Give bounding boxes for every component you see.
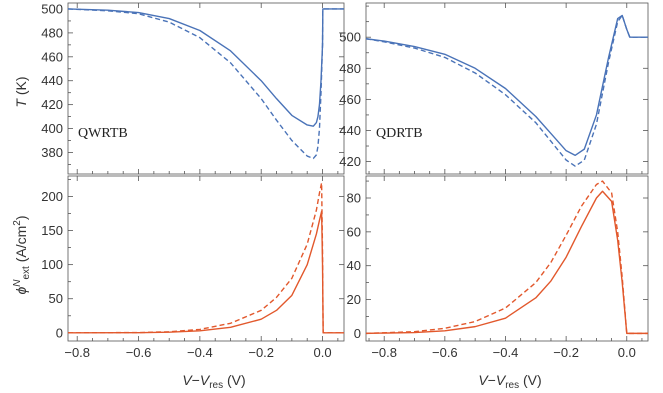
- y-tick-label: 440: [41, 73, 63, 88]
- y-tick-label: 150: [41, 223, 63, 238]
- y-tick-label: 200: [41, 189, 63, 204]
- y-tick-label: 460: [41, 49, 63, 64]
- x-tick-label: −0.8: [64, 345, 90, 360]
- panel-annotation-qdrtb: QDRTB: [376, 126, 423, 141]
- panel-qdrtb-current: −0.8 −0.6 −0.4 −0.2 0.0 0 20 40 60 80: [347, 175, 649, 360]
- y-tick-label: 380: [41, 145, 63, 160]
- y-tick-label: 0: [354, 326, 361, 341]
- y-tick-label: 500: [41, 1, 63, 16]
- y-tick-label: 80: [347, 191, 361, 206]
- y-tick-label: 480: [339, 61, 361, 76]
- x-tick-label: −0.4: [187, 345, 213, 360]
- y-tick-label: 20: [347, 292, 361, 307]
- y-tick-label: 460: [339, 92, 361, 107]
- x-axis-label-right: V−Vres (V): [478, 372, 541, 391]
- y-axis-label-temperature: T (K): [13, 76, 29, 107]
- series-line-solid: [68, 8, 344, 127]
- x-tick-label: 0.0: [313, 345, 331, 360]
- x-tick-label: 0.0: [618, 345, 636, 360]
- y-tick-label: 40: [347, 258, 361, 273]
- x-axis-label-left: V−Vres (V): [182, 372, 245, 391]
- svg-text:V−Vres (V): V−Vres (V): [478, 372, 541, 391]
- svg-text:V−Vres (V): V−Vres (V): [182, 372, 245, 391]
- plot-frame: [365, 175, 649, 342]
- y-tick-label: 400: [41, 121, 63, 136]
- y-tick-label: 440: [339, 123, 361, 138]
- y-tick-label: 500: [339, 30, 361, 45]
- x-tick-label: −0.8: [371, 345, 397, 360]
- plot-frame: [67, 175, 345, 342]
- y-tick-label: 50: [49, 291, 63, 306]
- x-tick-label: −0.2: [248, 345, 274, 360]
- y-tick-label: 100: [41, 257, 63, 272]
- panel-qwrtb-temperature: 380 400 420 440 460 480 500: [41, 1, 345, 175]
- y-tick-label: 420: [41, 97, 63, 112]
- y-axis-label-current-density: ϕNext (A/cm2): [12, 215, 32, 294]
- series-line-dashed: [366, 180, 648, 335]
- panel-annotation-qwrtb: QWRTB: [78, 126, 128, 141]
- series-line-dashed: [68, 182, 344, 334]
- x-tick-label: −0.6: [126, 345, 152, 360]
- svg-text:T (K): T (K): [13, 76, 29, 107]
- y-tick-label: 0: [56, 325, 63, 340]
- series-line-solid: [366, 190, 648, 335]
- y-tick-label: 60: [347, 224, 361, 239]
- series-line-dashed: [366, 14, 648, 167]
- x-tick-label: −0.4: [493, 345, 519, 360]
- y-tick-label: 480: [41, 25, 63, 40]
- panel-qwrtb-current: −0.8 −0.6 −0.4 −0.2 0.0 0 50 100 150 200: [41, 175, 345, 360]
- y-tick-label: 420: [339, 154, 361, 169]
- series-line-dashed: [68, 8, 344, 160]
- series-line-solid: [68, 210, 344, 334]
- plot-frame: [365, 2, 649, 175]
- svg-text:ϕNext (A/cm2): ϕNext (A/cm2): [12, 215, 32, 294]
- plot-frame: [67, 2, 345, 175]
- x-tick-label: −0.6: [432, 345, 458, 360]
- x-tick-label: −0.2: [553, 345, 579, 360]
- panel-qdrtb-temperature: 420 440 460 480 500: [339, 2, 649, 175]
